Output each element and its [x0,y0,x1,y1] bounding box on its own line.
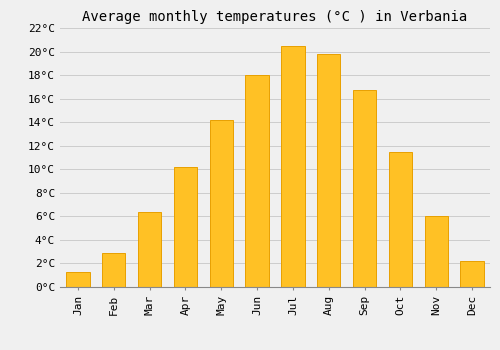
Bar [424,216,448,287]
Bar [460,261,483,287]
Bar [282,46,304,287]
Bar [210,120,233,287]
Title: Average monthly temperatures (°C ) in Verbania: Average monthly temperatures (°C ) in Ve… [82,10,468,24]
Bar [138,212,161,287]
Bar [389,152,412,287]
Bar [102,253,126,287]
Bar [317,54,340,287]
Bar [174,167,197,287]
Bar [246,75,268,287]
Bar [66,272,90,287]
Bar [353,90,376,287]
